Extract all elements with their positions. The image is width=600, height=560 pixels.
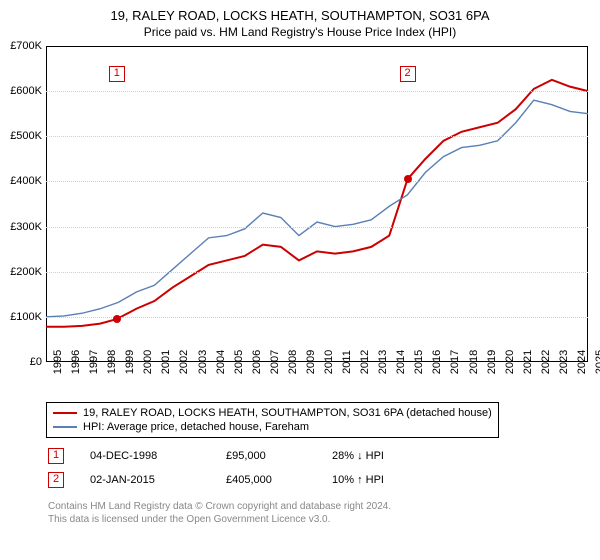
x-tick-label: 2015	[407, 350, 425, 374]
x-tick-label: 2003	[191, 350, 209, 374]
x-tick-label: 1996	[64, 350, 82, 374]
footer-line-1: Contains HM Land Registry data © Crown c…	[48, 500, 391, 513]
sale-marker	[404, 175, 412, 183]
legend-swatch	[53, 426, 77, 428]
legend-swatch	[53, 412, 77, 414]
sale-row-marker: 1	[48, 448, 64, 464]
x-tick-label: 1999	[118, 350, 136, 374]
x-tick-label: 2007	[263, 350, 281, 374]
gridline	[46, 317, 588, 318]
y-tick-label: £400K	[10, 175, 46, 187]
sale-marker-label: 1	[109, 66, 125, 82]
sale-delta: 10% ↑ HPI	[332, 474, 384, 486]
plot-area: £0£100K£200K£300K£400K£500K£600K£700K199…	[46, 46, 588, 362]
x-tick-label: 2004	[209, 350, 227, 374]
sale-row: 2 02-JAN-2015 £405,000 10% ↑ HPI	[48, 472, 384, 488]
sale-price: £95,000	[226, 450, 306, 462]
y-tick-label: £100K	[10, 311, 46, 323]
gridline	[46, 91, 588, 92]
chart-subtitle: Price paid vs. HM Land Registry's House …	[0, 23, 600, 45]
licence-footer: Contains HM Land Registry data © Crown c…	[48, 500, 391, 526]
line-plot	[46, 46, 588, 362]
x-tick-label: 2021	[516, 350, 534, 374]
x-tick-label: 2016	[425, 350, 443, 374]
x-tick-label: 2009	[299, 350, 317, 374]
x-tick-label: 2025	[588, 350, 600, 374]
x-tick-label: 2012	[353, 350, 371, 374]
gridline	[46, 181, 588, 182]
x-tick-label: 2017	[443, 350, 461, 374]
sale-row: 1 04-DEC-1998 £95,000 28% ↓ HPI	[48, 448, 384, 464]
x-tick-label: 2013	[371, 350, 389, 374]
x-tick-label: 2010	[317, 350, 335, 374]
gridline	[46, 227, 588, 228]
series-price_paid	[46, 80, 588, 327]
legend-item: 19, RALEY ROAD, LOCKS HEATH, SOUTHAMPTON…	[53, 406, 492, 420]
x-tick-label: 2011	[335, 350, 353, 374]
x-tick-label: 2005	[227, 350, 245, 374]
x-tick-label: 2019	[480, 350, 498, 374]
x-tick-label: 2001	[154, 350, 172, 374]
x-tick-label: 2018	[462, 350, 480, 374]
gridline	[46, 272, 588, 273]
sale-marker	[113, 315, 121, 323]
x-tick-label: 1997	[82, 350, 100, 374]
sale-delta: 28% ↓ HPI	[332, 450, 384, 462]
y-tick-label: £500K	[10, 130, 46, 142]
x-tick-label: 2020	[498, 350, 516, 374]
sale-price: £405,000	[226, 474, 306, 486]
x-tick-label: 2008	[281, 350, 299, 374]
x-tick-label: 2006	[245, 350, 263, 374]
footer-line-2: This data is licensed under the Open Gov…	[48, 513, 391, 526]
legend: 19, RALEY ROAD, LOCKS HEATH, SOUTHAMPTON…	[46, 402, 499, 438]
y-tick-label: £300K	[10, 221, 46, 233]
chart-title: 19, RALEY ROAD, LOCKS HEATH, SOUTHAMPTON…	[0, 0, 600, 23]
y-tick-label: £700K	[10, 40, 46, 52]
x-tick-label: 1995	[46, 350, 64, 374]
series-hpi	[46, 100, 588, 317]
y-tick-label: £600K	[10, 85, 46, 97]
x-tick-label: 2024	[570, 350, 588, 374]
x-tick-label: 2014	[389, 350, 407, 374]
y-tick-label: £0	[30, 356, 46, 368]
legend-label: HPI: Average price, detached house, Fare…	[83, 421, 309, 433]
legend-item: HPI: Average price, detached house, Fare…	[53, 420, 492, 434]
x-tick-label: 1998	[100, 350, 118, 374]
gridline	[46, 136, 588, 137]
sale-date: 02-JAN-2015	[90, 474, 200, 486]
x-tick-label: 2000	[136, 350, 154, 374]
sale-date: 04-DEC-1998	[90, 450, 200, 462]
y-tick-label: £200K	[10, 266, 46, 278]
x-tick-label: 2023	[552, 350, 570, 374]
sale-row-marker: 2	[48, 472, 64, 488]
x-tick-label: 2002	[172, 350, 190, 374]
sale-marker-label: 2	[400, 66, 416, 82]
legend-label: 19, RALEY ROAD, LOCKS HEATH, SOUTHAMPTON…	[83, 407, 492, 419]
x-tick-label: 2022	[534, 350, 552, 374]
